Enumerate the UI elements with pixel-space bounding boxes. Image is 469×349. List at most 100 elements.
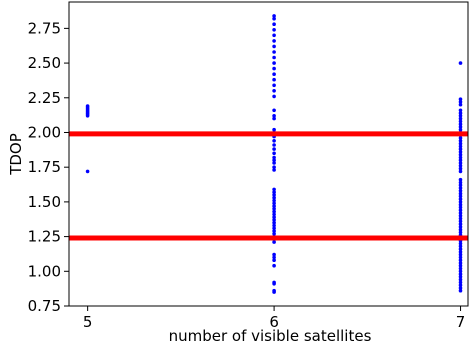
data-point: [458, 230, 463, 235]
y-tick-label: 2.50: [28, 54, 61, 72]
data-point: [458, 152, 463, 157]
data-point: [272, 187, 276, 192]
data-point: [272, 94, 276, 99]
reference-lines: [69, 131, 468, 241]
data-point: [458, 127, 463, 132]
data-point: [458, 111, 463, 115]
data-point: [272, 255, 276, 260]
data-point: [272, 207, 276, 211]
data-point: [458, 108, 463, 113]
data-point: [458, 211, 463, 215]
data-point: [85, 104, 90, 108]
data-point: [272, 151, 276, 156]
data-point: [458, 277, 463, 282]
data-point: [272, 147, 276, 151]
data-point: [272, 61, 276, 65]
data-point: [458, 219, 463, 224]
data-point: [458, 189, 463, 193]
data-point: [458, 202, 463, 207]
data-point: [458, 272, 463, 276]
data-point: [458, 136, 463, 140]
data-point: [458, 155, 463, 160]
data-point: [272, 232, 276, 236]
data-point: [272, 190, 276, 194]
data-point: [272, 201, 276, 206]
data-point: [458, 216, 463, 221]
x-tick-label: 6: [269, 313, 279, 331]
data-point: [272, 212, 276, 217]
data-point: [458, 261, 463, 265]
data-point: [458, 258, 463, 263]
data-point: [272, 66, 276, 71]
data-point: [272, 16, 276, 21]
data-point: [272, 220, 276, 225]
data-point: [458, 102, 463, 107]
data-point: [458, 225, 463, 229]
data-point: [458, 186, 463, 190]
data-point: [458, 275, 463, 279]
data-point: [272, 258, 276, 263]
data-point: [458, 116, 463, 121]
plot-area-frame: [68, 1, 469, 307]
data-point: [272, 288, 276, 293]
data-point: [272, 195, 276, 200]
data-point: [272, 165, 276, 169]
data-point: [272, 108, 276, 113]
data-point: [272, 198, 276, 203]
data-point: [272, 252, 276, 257]
data-point: [272, 209, 276, 214]
y-tick-label: 0.75: [28, 297, 61, 315]
data-point: [458, 286, 463, 290]
data-point: [458, 283, 463, 288]
data-point: [458, 164, 463, 168]
data-point: [458, 208, 463, 212]
data-point: [458, 250, 463, 254]
data-point: [458, 147, 463, 151]
y-axis-ticks: 0.75 1.00 1.25 1.50 1.75 2.00 2.25 2.50 2.75: [28, 19, 69, 315]
data-point: [272, 263, 276, 268]
data-point: [458, 266, 463, 271]
data-point: [272, 280, 276, 285]
data-point: [272, 72, 276, 76]
data-point: [272, 114, 276, 118]
data-point: [272, 155, 276, 160]
data-point: [458, 150, 463, 154]
x-axis-label: number of visible satellites: [169, 327, 372, 345]
data-point: [458, 161, 463, 165]
data-point: [458, 141, 463, 146]
data-point: [272, 50, 276, 54]
data-point: [272, 218, 276, 222]
data-point: [458, 177, 463, 182]
data-point: [272, 83, 276, 88]
data-point: [272, 139, 276, 143]
data-point: [272, 89, 276, 93]
data-point: [272, 168, 276, 172]
data-point: [458, 114, 463, 118]
data-point: [458, 222, 463, 226]
data-point: [458, 169, 463, 174]
y-tick-label: 1.25: [28, 228, 61, 246]
y-tick-label: 1.50: [28, 193, 61, 211]
data-point: [272, 161, 276, 165]
data-point: [272, 127, 276, 132]
plot-area-background: [69, 2, 468, 306]
y-axis-label: TDOP: [7, 133, 25, 176]
data-point: [458, 288, 463, 293]
x-axis-ticks: 5 6 7: [83, 306, 465, 331]
data-point: [458, 247, 463, 251]
data-point: [458, 263, 463, 268]
scatter-points: [85, 14, 463, 294]
data-point: [458, 241, 463, 246]
data-point: [458, 194, 463, 199]
data-point: [272, 39, 276, 43]
data-point: [458, 191, 463, 196]
data-point: [272, 240, 276, 244]
data-point: [458, 144, 463, 149]
data-point: [272, 22, 276, 27]
y-tick-label: 2.25: [28, 89, 61, 107]
data-point: [272, 193, 276, 197]
data-point: [458, 183, 463, 187]
data-point: [458, 200, 463, 204]
data-point: [458, 180, 463, 185]
